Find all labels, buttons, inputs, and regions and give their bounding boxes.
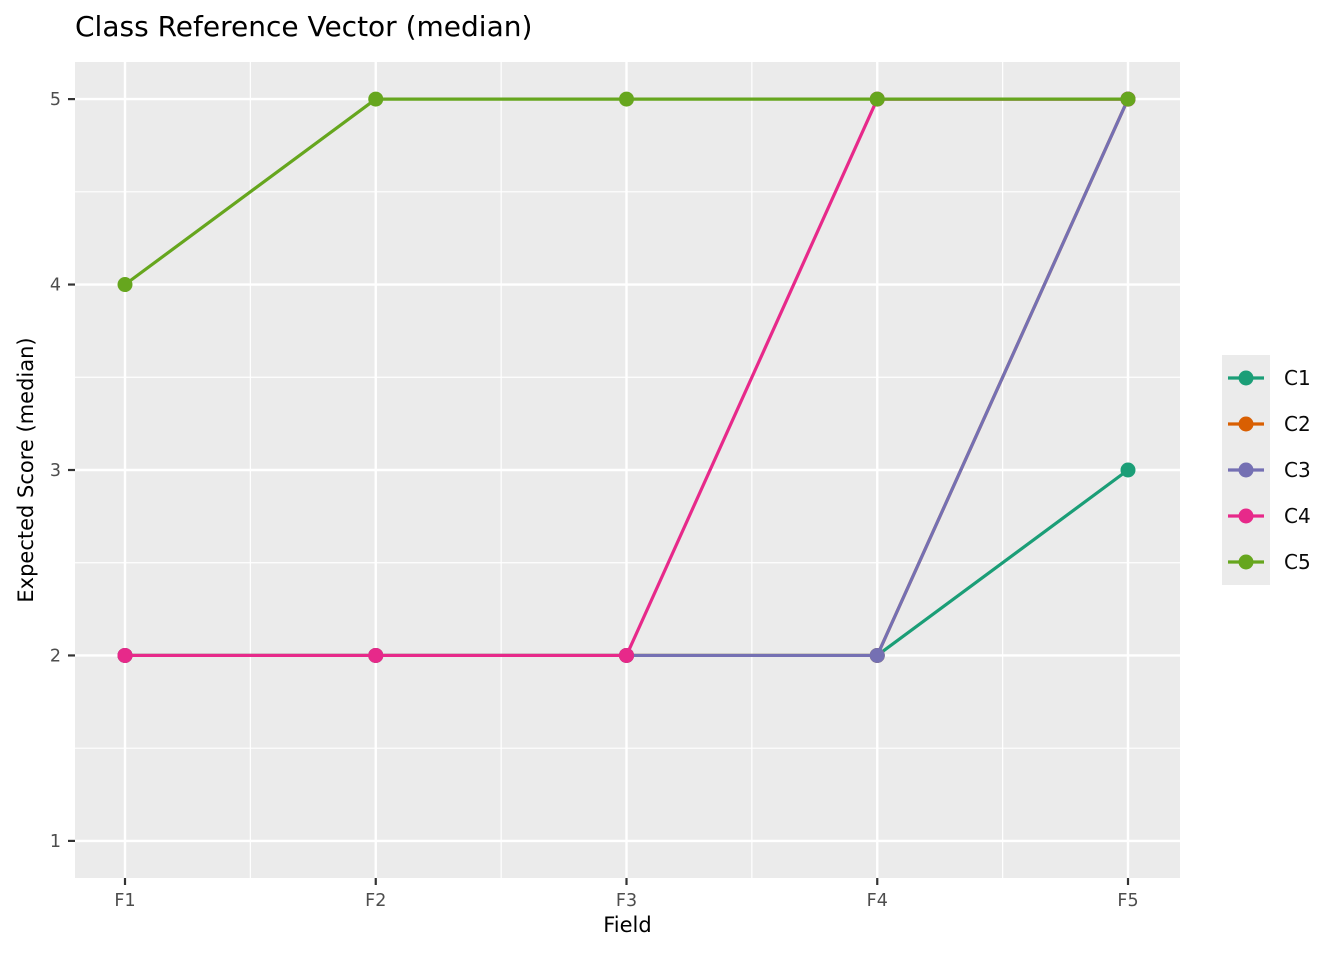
data-point-C1 (1120, 462, 1136, 478)
y-tick-label: 2 (50, 646, 61, 666)
data-point-C4 (117, 647, 133, 663)
y-axis-label: Expected Score (median) (14, 337, 38, 603)
y-tick-label: 4 (50, 276, 61, 296)
y-tick-label: 5 (50, 90, 61, 110)
legend-item-C1: C1 (1222, 355, 1311, 401)
legend-label: C2 (1284, 412, 1311, 436)
data-point-C3 (869, 647, 885, 663)
legend-item-C5: C5 (1222, 539, 1311, 585)
x-tick-label: F3 (616, 891, 637, 911)
data-point-C5 (117, 277, 133, 293)
chart-title: Class Reference Vector (median) (75, 10, 533, 43)
legend-label: C1 (1284, 366, 1311, 390)
legend-key-icon (1222, 493, 1270, 539)
legend: C1 C2 C3 C4 C5 (1222, 355, 1311, 585)
legend-label: C4 (1284, 504, 1311, 528)
legend-item-C4: C4 (1222, 493, 1311, 539)
data-point-C5 (869, 91, 885, 107)
x-tick-label: F4 (867, 891, 888, 911)
legend-key-icon (1222, 447, 1270, 493)
x-tick-label: F1 (114, 891, 135, 911)
data-point-C4 (619, 647, 634, 663)
legend-label: C3 (1284, 458, 1311, 482)
y-tick-label: 3 (50, 461, 61, 481)
x-tick-label: F2 (365, 891, 386, 911)
y-tick-label: 1 (50, 832, 61, 852)
legend-item-C3: C3 (1222, 447, 1311, 493)
x-tick-label: F5 (1117, 891, 1138, 911)
data-point-C5 (368, 91, 384, 107)
legend-label: C5 (1284, 550, 1311, 574)
legend-key-icon (1222, 401, 1270, 447)
legend-key-icon (1222, 355, 1270, 401)
data-point-C5 (1120, 91, 1136, 107)
legend-key-icon (1222, 539, 1270, 585)
x-axis-label: Field (603, 913, 652, 937)
data-point-C4 (368, 647, 384, 663)
legend-item-C2: C2 (1222, 401, 1311, 447)
data-point-C5 (619, 91, 634, 107)
